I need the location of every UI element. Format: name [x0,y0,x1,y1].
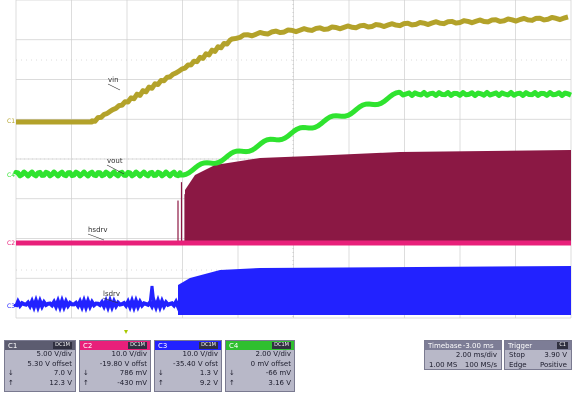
channel-panel-c3[interactable]: C3 DC1M 10.0 V/div -35.40 V ofst ↓ 1.3 V … [154,340,222,392]
timebase-title: Timebase [428,341,462,350]
offset-value: -35.40 V ofst [173,359,218,368]
marker-c1: C1 [7,118,15,125]
min-symbol: ↑ [83,378,89,387]
min-symbol: ↑ [8,378,14,387]
timebase-rate: 2.00 ms/div [455,351,497,359]
trigger-mode: Stop [509,351,525,359]
offset-value: -19.80 V offst [99,359,147,368]
waveforms [13,14,573,315]
channel-panel-header: C4 DC1M [226,341,294,350]
min-value: 3.16 V [268,378,291,387]
channel-panel-c2[interactable]: C2 DC1M 10.0 V/div -19.80 V offst ↓ 786 m… [79,340,151,392]
channel-panel-c4[interactable]: C4 DC1M 2.00 V/div 0 mV offset ↓ -66 mV ↑… [225,340,295,392]
max-symbol: ↓ [158,369,164,377]
max-value: 786 mV [119,369,147,377]
trigger-title: Trigger [508,341,533,350]
trigger-slope: Positive [540,361,567,369]
timebase-panel[interactable]: Timebase -3.00 ms 2.00 ms/div 1.00 MS 10… [424,340,502,370]
min-value: -430 mV [117,378,147,387]
max-symbol: ↓ [8,369,14,377]
trace-label-vout: vout [107,157,123,165]
max-value: -66 mV [265,369,291,377]
min-value: 9.2 V [199,378,218,387]
max-value: 7.0 V [53,369,72,377]
volts-per-div: 2.00 V/div [255,350,292,358]
volts-per-div: 10.0 V/div [182,350,219,358]
volts-per-div: 5.00 V/div [36,350,73,358]
min-symbol: ↑ [229,378,235,387]
max-symbol: ↓ [83,369,89,377]
channel-name: C4 [229,341,239,350]
trigger-level: 3.90 V [544,351,567,359]
marker-c4: C4 [7,172,15,179]
trigger-type: Edge [509,361,527,369]
channel-name: C2 [83,341,93,350]
trace-labels: vin vout hsdrv lsdrv [87,76,125,304]
vin-trace [16,14,569,125]
timebase-samples: 1.00 MS [429,361,458,369]
trigger-panel[interactable]: Trigger C1 Stop 3.90 V Edge Positive [504,340,572,370]
timebase-delay: -3.00 ms [462,341,494,350]
channel-panel-header: C2 DC1M [80,341,150,350]
min-symbol: ↑ [158,378,164,387]
lsdrv-trace [14,294,182,314]
trace-label-lsdrv: lsdrv [103,290,120,298]
coupling-badge: DC1M [53,342,72,349]
volts-per-div: 10.0 V/div [111,350,148,358]
trace-label-vin: vin [108,76,119,84]
offset-value: 0 mV offset [250,359,291,368]
trace-label-hsdrv: hsdrv [88,226,108,234]
timebase-header: Timebase -3.00 ms [425,341,501,350]
coupling-badge: DC1M [199,342,218,349]
trigger-header: Trigger C1 [505,341,571,350]
timebase-sample-rate: 100 MS/s [464,361,497,369]
channel-panel-header: C1 DC1M [5,341,75,350]
channel-panel-header: C3 DC1M [155,341,221,350]
max-symbol: ↓ [229,369,235,377]
max-value: 1.3 V [199,369,218,377]
marker-c3: C3 [7,303,15,310]
hsdrv-switching-fill [185,150,571,243]
trigger-source-badge: C1 [557,342,568,349]
channel-markers: C1 C4 C2 C3 [7,118,15,310]
marker-c2: C2 [7,240,15,247]
offset-value: 5.30 V offset [27,359,72,368]
coupling-badge: DC1M [128,342,147,349]
lsdrv-switching-fill [178,266,571,315]
vout-trace [13,89,573,179]
channel-panel-c1[interactable]: C1 DC1M 5.00 V/div 5.30 V offset ↓ 7.0 V … [4,340,76,392]
coupling-badge: DC1M [272,342,291,349]
channel-name: C1 [8,341,18,350]
min-value: 12.3 V [49,378,72,387]
trigger-position-icon [124,330,128,334]
channel-name: C3 [158,341,168,350]
